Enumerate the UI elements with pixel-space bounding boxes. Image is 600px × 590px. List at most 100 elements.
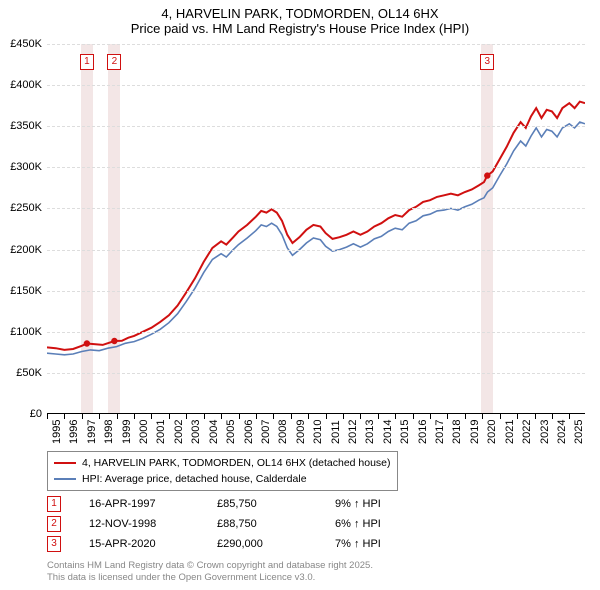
x-tick-label: 1997: [86, 420, 98, 444]
x-tick-label: 2024: [556, 420, 568, 444]
x-tick-label: 1998: [103, 420, 115, 444]
x-tick: [204, 414, 205, 419]
attribution: Contains HM Land Registry data © Crown c…: [47, 560, 373, 584]
gridline: [47, 44, 585, 45]
x-tick-label: 1999: [121, 420, 133, 444]
gridline: [47, 167, 585, 168]
sale-pct: 6% ↑ HPI: [335, 518, 425, 530]
x-tick: [291, 414, 292, 419]
x-tick: [465, 414, 466, 419]
legend: 4, HARVELIN PARK, TODMORDEN, OL14 6HX (d…: [47, 451, 398, 491]
x-tick-label: 2004: [208, 420, 220, 444]
x-tick-label: 2019: [469, 420, 481, 444]
y-tick-label: £250K: [0, 202, 42, 214]
sale-date: 12-NOV-1998: [89, 518, 189, 530]
x-tick-label: 2005: [225, 420, 237, 444]
x-tick: [308, 414, 309, 419]
x-tick-label: 2011: [330, 420, 342, 444]
x-tick-label: 2021: [504, 420, 516, 444]
y-tick-label: £0: [0, 408, 42, 420]
x-tick: [47, 414, 48, 419]
legend-label: 4, HARVELIN PARK, TODMORDEN, OL14 6HX (d…: [82, 457, 391, 469]
sale-date: 16-APR-1997: [89, 498, 189, 510]
x-tick-label: 2009: [295, 420, 307, 444]
title-block: 4, HARVELIN PARK, TODMORDEN, OL14 6HX Pr…: [0, 0, 600, 36]
sale-price: £85,750: [217, 498, 307, 510]
x-tick-label: 2016: [417, 420, 429, 444]
sale-pct: 7% ↑ HPI: [335, 538, 425, 550]
x-tick-label: 1995: [51, 420, 63, 444]
y-tick-label: £100K: [0, 326, 42, 338]
x-tick: [447, 414, 448, 419]
sales-table: 116-APR-1997£85,7509% ↑ HPI212-NOV-1998£…: [47, 494, 425, 554]
table-marker: 1: [47, 496, 61, 512]
x-tick: [256, 414, 257, 419]
x-tick: [186, 414, 187, 419]
table-row: 3 15-APR-2020 £290,000 7% ↑ HPI: [47, 534, 425, 554]
x-tick-label: 2013: [364, 420, 376, 444]
x-tick-label: 2022: [521, 420, 533, 444]
x-tick: [378, 414, 379, 419]
x-tick: [117, 414, 118, 419]
x-tick: [517, 414, 518, 419]
gridline: [47, 373, 585, 374]
y-tick-label: £350K: [0, 120, 42, 132]
chart-container: 4, HARVELIN PARK, TODMORDEN, OL14 6HX Pr…: [0, 0, 600, 590]
legend-label: HPI: Average price, detached house, Cald…: [82, 473, 307, 485]
sale-point: [111, 338, 117, 344]
x-tick-label: 2002: [173, 420, 185, 444]
legend-swatch: [54, 462, 76, 465]
y-tick-label: £50K: [0, 367, 42, 379]
x-tick-label: 2006: [243, 420, 255, 444]
x-tick: [535, 414, 536, 419]
x-tick-label: 2000: [138, 420, 150, 444]
x-tick: [326, 414, 327, 419]
gridline: [47, 126, 585, 127]
x-tick: [413, 414, 414, 419]
x-tick: [552, 414, 553, 419]
sale-pct: 9% ↑ HPI: [335, 498, 425, 510]
x-tick-label: 2015: [399, 420, 411, 444]
x-tick: [343, 414, 344, 419]
series-line: [47, 102, 585, 350]
x-tick: [500, 414, 501, 419]
x-tick-label: 2025: [573, 420, 585, 444]
sale-price: £88,750: [217, 518, 307, 530]
x-tick: [151, 414, 152, 419]
title-address: 4, HARVELIN PARK, TODMORDEN, OL14 6HX: [0, 6, 600, 21]
x-tick: [64, 414, 65, 419]
x-tick: [239, 414, 240, 419]
marker-box: 2: [107, 54, 121, 70]
table-row: 212-NOV-1998£88,7506% ↑ HPI: [47, 514, 425, 534]
y-tick-label: £300K: [0, 161, 42, 173]
x-tick: [134, 414, 135, 419]
gridline: [47, 250, 585, 251]
x-tick-label: 2020: [486, 420, 498, 444]
sale-price: £290,000: [217, 538, 307, 550]
gridline: [47, 208, 585, 209]
legend-item: 4, HARVELIN PARK, TODMORDEN, OL14 6HX (d…: [54, 455, 391, 471]
x-tick-label: 2008: [277, 420, 289, 444]
sale-point: [84, 340, 90, 346]
chart-plot-area: £0£50K£100K£150K£200K£250K£300K£350K£400…: [47, 44, 585, 414]
gridline: [47, 291, 585, 292]
title-subtitle: Price paid vs. HM Land Registry's House …: [0, 21, 600, 36]
attribution-line: This data is licensed under the Open Gov…: [47, 572, 373, 584]
x-tick-label: 1996: [68, 420, 80, 444]
series-line: [47, 122, 585, 355]
x-tick: [221, 414, 222, 419]
x-tick: [395, 414, 396, 419]
x-tick-label: 2012: [347, 420, 359, 444]
sale-point: [484, 172, 490, 178]
table-marker: 3: [47, 536, 61, 552]
sale-date: 15-APR-2020: [89, 538, 189, 550]
x-tick: [430, 414, 431, 419]
plot-svg: [47, 44, 585, 414]
x-tick-label: 2001: [155, 420, 167, 444]
x-tick-label: 2014: [382, 420, 394, 444]
x-tick-label: 2017: [434, 420, 446, 444]
x-tick-label: 2007: [260, 420, 272, 444]
marker-box: 1: [80, 54, 94, 70]
attribution-line: Contains HM Land Registry data © Crown c…: [47, 560, 373, 572]
y-tick-label: £200K: [0, 244, 42, 256]
